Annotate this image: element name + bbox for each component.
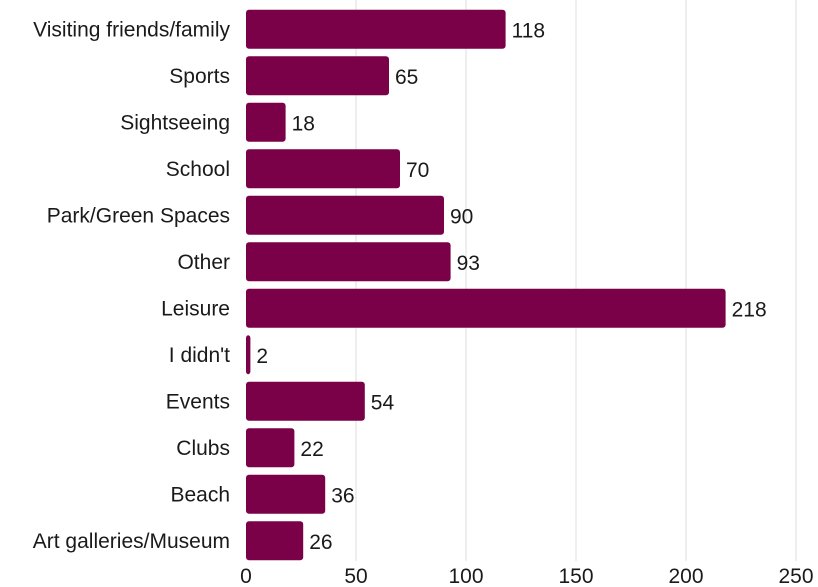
x-tick-label: 50 bbox=[344, 565, 367, 587]
data-label: 18 bbox=[292, 112, 315, 135]
bar-9 bbox=[246, 428, 295, 468]
category-label: School bbox=[166, 158, 230, 181]
data-label: 65 bbox=[395, 66, 418, 89]
bar-5 bbox=[246, 242, 451, 282]
bar-2 bbox=[246, 102, 286, 142]
category-label: Park/Green Spaces bbox=[47, 204, 230, 227]
bars bbox=[246, 9, 726, 561]
x-tick-label: 100 bbox=[448, 565, 483, 587]
data-label: 54 bbox=[371, 391, 395, 414]
category-label: Other bbox=[177, 251, 230, 274]
category-label: Sightseeing bbox=[120, 111, 230, 134]
data-label: 70 bbox=[406, 159, 429, 182]
bar-8 bbox=[246, 381, 365, 421]
category-label: Clubs bbox=[176, 437, 230, 460]
bar-0 bbox=[246, 9, 506, 49]
bar-11 bbox=[246, 521, 304, 561]
category-label: Sports bbox=[169, 65, 230, 88]
bar-4 bbox=[246, 195, 444, 235]
data-label: 36 bbox=[331, 484, 354, 507]
category-label: I didn't bbox=[169, 344, 230, 367]
gridlines bbox=[355, 0, 797, 561]
data-label: 218 bbox=[732, 298, 767, 321]
x-tick-label: 200 bbox=[668, 565, 703, 587]
x-tick-label: 150 bbox=[558, 565, 593, 587]
value-labels: 118 65 18 70 90 93 218 2 54 22 36 26 bbox=[256, 19, 766, 554]
category-label: Leisure bbox=[161, 297, 230, 320]
x-axis-ticks: 0 50 100 150 200 250 bbox=[240, 565, 813, 587]
category-labels: Visiting friends/family Sports Sightseeing… bbox=[33, 18, 231, 553]
category-label: Visiting friends/family bbox=[33, 18, 230, 41]
bar-1 bbox=[246, 56, 389, 96]
bar-6 bbox=[246, 288, 726, 328]
data-label: 2 bbox=[256, 345, 268, 368]
category-label: Events bbox=[166, 390, 230, 413]
category-label: Art galleries/Museum bbox=[33, 530, 230, 553]
data-label: 118 bbox=[512, 19, 545, 42]
bar-7 bbox=[246, 335, 251, 375]
category-label: Beach bbox=[170, 483, 230, 506]
bar-10 bbox=[246, 474, 326, 514]
x-tick-label: 250 bbox=[778, 565, 813, 587]
data-label: 90 bbox=[450, 205, 473, 228]
data-label: 22 bbox=[300, 438, 323, 461]
x-tick-label: 0 bbox=[240, 565, 252, 587]
data-label: 93 bbox=[457, 252, 480, 275]
data-label: 26 bbox=[309, 531, 332, 554]
bar-3 bbox=[246, 149, 400, 189]
